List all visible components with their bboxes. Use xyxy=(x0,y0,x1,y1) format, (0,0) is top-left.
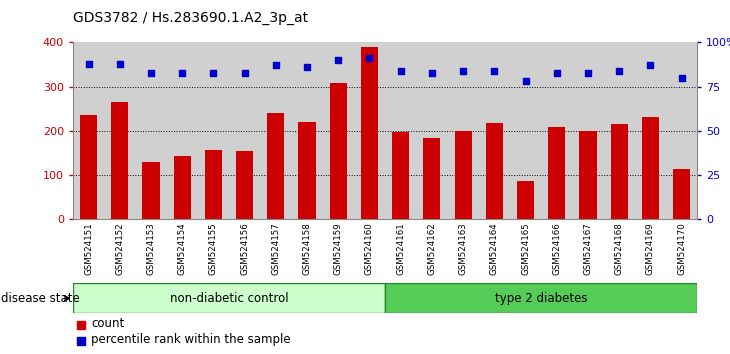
Point xyxy=(488,68,500,74)
Bar xyxy=(635,42,666,219)
Point xyxy=(520,79,531,84)
Point xyxy=(75,322,87,327)
Bar xyxy=(485,123,503,219)
Bar xyxy=(260,42,291,219)
Bar xyxy=(205,150,222,219)
Bar xyxy=(610,124,628,219)
Bar xyxy=(479,42,510,219)
Bar xyxy=(666,42,697,219)
Bar xyxy=(580,131,596,219)
Point xyxy=(426,70,438,75)
Point xyxy=(207,70,219,75)
Point xyxy=(613,68,625,74)
Bar xyxy=(291,42,323,219)
Bar xyxy=(510,42,541,219)
Point xyxy=(177,70,188,75)
Bar xyxy=(236,151,253,219)
Bar xyxy=(198,42,229,219)
Bar xyxy=(267,113,285,219)
Text: type 2 diabetes: type 2 diabetes xyxy=(495,292,588,305)
Bar xyxy=(354,42,385,219)
Bar xyxy=(111,102,128,219)
Point xyxy=(457,68,469,74)
Text: non-diabetic control: non-diabetic control xyxy=(169,292,288,305)
Bar xyxy=(136,42,166,219)
Point xyxy=(145,70,157,75)
Bar xyxy=(642,117,659,219)
Bar xyxy=(572,42,604,219)
Bar xyxy=(423,138,440,219)
Text: count: count xyxy=(91,318,125,330)
Bar xyxy=(229,42,260,219)
Bar xyxy=(104,42,136,219)
Point xyxy=(676,75,688,81)
Point xyxy=(114,61,126,67)
Bar xyxy=(604,42,635,219)
Point xyxy=(551,70,563,75)
Bar xyxy=(385,42,416,219)
Bar xyxy=(517,181,534,219)
Text: disease state: disease state xyxy=(1,292,80,305)
Bar xyxy=(455,131,472,219)
Text: percentile rank within the sample: percentile rank within the sample xyxy=(91,333,291,346)
Bar xyxy=(166,42,198,219)
Bar xyxy=(361,47,378,219)
Bar xyxy=(541,42,572,219)
Bar xyxy=(548,127,565,219)
Bar xyxy=(299,122,315,219)
Text: GDS3782 / Hs.283690.1.A2_3p_at: GDS3782 / Hs.283690.1.A2_3p_at xyxy=(73,11,308,25)
Point xyxy=(82,61,94,67)
Bar xyxy=(73,42,104,219)
Bar xyxy=(673,170,690,219)
Point xyxy=(395,68,407,74)
Point xyxy=(75,338,87,343)
Point xyxy=(645,63,656,68)
Bar xyxy=(385,283,697,313)
Point xyxy=(364,56,375,61)
Bar xyxy=(323,42,354,219)
Bar xyxy=(447,42,479,219)
Bar xyxy=(392,132,410,219)
Bar xyxy=(73,283,385,313)
Point xyxy=(239,70,250,75)
Point xyxy=(270,63,282,68)
Bar xyxy=(142,162,160,219)
Bar xyxy=(80,115,97,219)
Point xyxy=(332,57,344,63)
Point xyxy=(582,70,593,75)
Bar xyxy=(330,83,347,219)
Bar xyxy=(174,156,191,219)
Bar xyxy=(416,42,447,219)
Point xyxy=(301,64,313,70)
